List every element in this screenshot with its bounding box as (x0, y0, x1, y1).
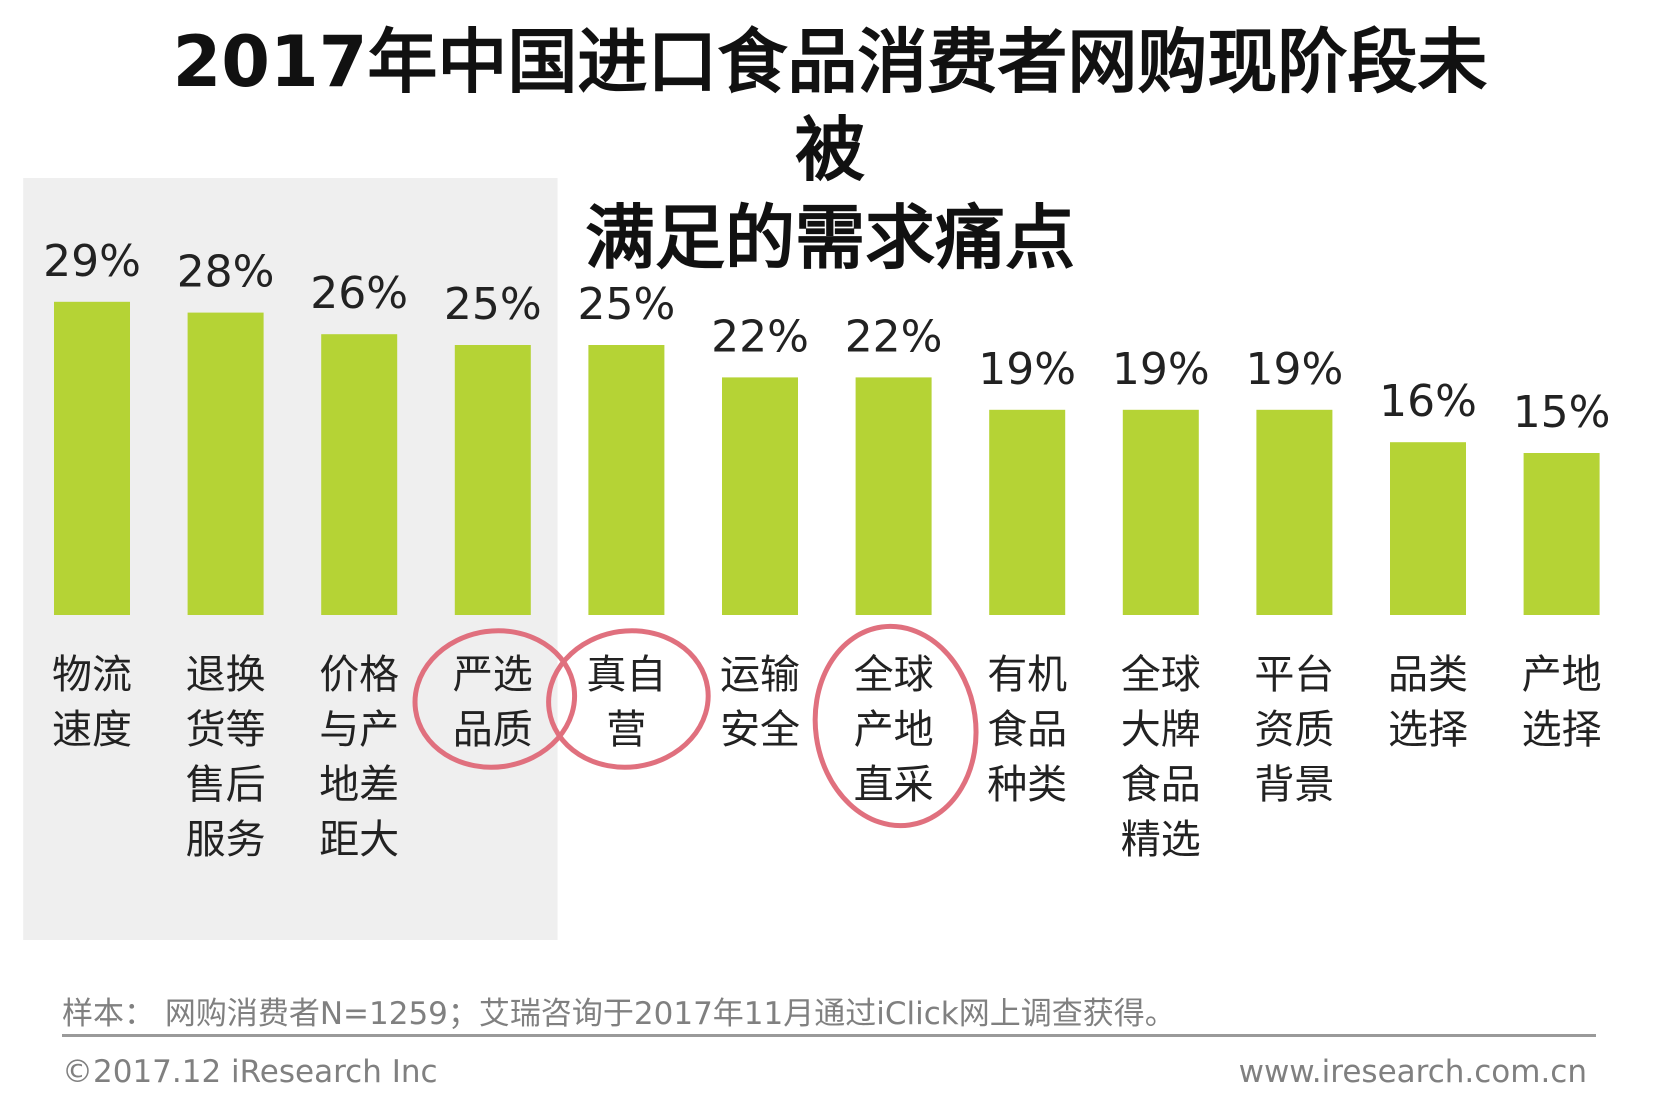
bar-6 (855, 377, 932, 615)
bar-3 (454, 345, 531, 615)
category-label-1-2: 售后 (186, 762, 266, 808)
category-label-4-1: 营 (606, 707, 646, 753)
category-label-4-0: 真自 (586, 652, 666, 698)
category-label-11-0: 产地 (1522, 652, 1602, 698)
bar-9 (1256, 409, 1333, 615)
category-label-6-2: 直采 (854, 762, 934, 808)
category-label-6-0: 全球 (854, 652, 934, 698)
category-label-11-1: 选择 (1522, 707, 1602, 753)
copyright-text: ©2017.12 iResearch Inc (62, 1054, 438, 1090)
value-label-1: 28% (177, 247, 275, 298)
value-label-11: 15% (1513, 387, 1611, 438)
category-label-8-0: 全球 (1121, 652, 1201, 698)
value-label-0: 29% (43, 236, 141, 287)
value-label-3: 25% (444, 279, 542, 330)
chart-title: 2017年中国进口食品消费者网购现阶段未被 满足的需求痛点 (150, 18, 1510, 282)
chart-title-line2: 满足的需求痛点 (585, 197, 1075, 279)
bar-4 (588, 345, 665, 615)
value-label-2: 26% (310, 268, 408, 319)
category-label-0-1: 速度 (52, 707, 132, 753)
bar-2 (321, 334, 398, 615)
category-label-9-1: 资质 (1254, 707, 1334, 753)
circle-mark-4 (546, 628, 711, 770)
bar-1 (187, 312, 264, 615)
category-label-5-0: 运输 (720, 652, 800, 698)
footer-divider (62, 1034, 1596, 1037)
category-label-10-1: 选择 (1388, 707, 1468, 753)
value-label-5: 22% (711, 311, 809, 362)
category-label-10-0: 品类 (1388, 652, 1468, 698)
bar-0 (54, 301, 130, 615)
category-label-5-1: 安全 (720, 707, 800, 753)
value-label-7: 19% (978, 344, 1076, 395)
website-link[interactable]: www.iresearch.com.cn (1238, 1054, 1587, 1090)
value-label-4: 25% (578, 279, 676, 330)
category-label-8-3: 精选 (1121, 817, 1201, 863)
category-label-2-2: 地差 (319, 762, 399, 808)
category-label-7-1: 食品 (987, 707, 1067, 753)
category-label-2-3: 距大 (319, 817, 399, 863)
category-label-1-3: 服务 (186, 817, 266, 863)
bar-8 (1122, 409, 1199, 615)
sample-note: 样本： 网购消费者N=1259；艾瑞咨询于2017年11月通过iClick网上调… (62, 996, 1176, 1032)
category-label-2-1: 与产 (319, 707, 399, 753)
bar-10 (1390, 442, 1466, 615)
bar-11 (1523, 453, 1600, 615)
value-label-9: 19% (1246, 344, 1344, 395)
category-label-9-2: 背景 (1254, 762, 1334, 808)
value-label-6: 22% (845, 311, 943, 362)
value-label-8: 19% (1112, 344, 1210, 395)
circle-mark-3 (412, 628, 578, 770)
category-label-6-1: 产地 (854, 707, 934, 753)
category-label-0-0: 物流 (52, 652, 132, 698)
bar-5 (722, 377, 798, 615)
category-label-1-0: 退换 (186, 652, 266, 698)
category-label-2-0: 价格 (319, 652, 399, 698)
value-label-10: 16% (1379, 376, 1477, 427)
circle-mark-6 (812, 623, 979, 829)
category-label-1-1: 货等 (186, 707, 266, 753)
bar-7 (989, 409, 1066, 615)
category-label-3-1: 品质 (453, 707, 533, 753)
category-label-9-0: 平台 (1254, 652, 1334, 698)
category-label-3-0: 严选 (453, 652, 533, 698)
category-label-8-1: 大牌 (1121, 707, 1201, 753)
category-label-7-2: 种类 (987, 762, 1067, 808)
chart-title-line1: 2017年中国进口食品消费者网购现阶段未被 (172, 21, 1488, 191)
category-label-7-0: 有机 (987, 652, 1067, 698)
category-label-8-2: 食品 (1121, 762, 1201, 808)
